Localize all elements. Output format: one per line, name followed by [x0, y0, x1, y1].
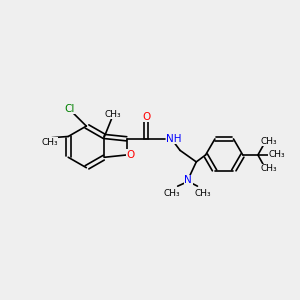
- Text: O: O: [127, 150, 135, 160]
- Text: CH₃: CH₃: [41, 138, 58, 147]
- Text: NH: NH: [166, 134, 182, 144]
- Text: Cl: Cl: [65, 104, 75, 114]
- Text: CH₃: CH₃: [268, 151, 285, 160]
- Text: CH₃: CH₃: [104, 110, 121, 118]
- Text: CH₃: CH₃: [260, 136, 277, 146]
- Text: N: N: [184, 176, 192, 185]
- Text: CH₃: CH₃: [194, 189, 211, 198]
- Text: CH₃: CH₃: [163, 189, 180, 198]
- Text: CH₃: CH₃: [260, 164, 277, 173]
- Text: O: O: [142, 112, 150, 122]
